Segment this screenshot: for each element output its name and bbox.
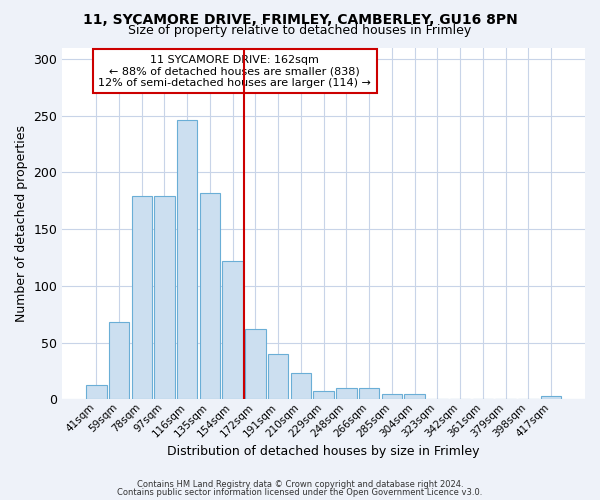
- Text: 11 SYCAMORE DRIVE: 162sqm
← 88% of detached houses are smaller (838)
12% of semi: 11 SYCAMORE DRIVE: 162sqm ← 88% of detac…: [98, 54, 371, 88]
- Bar: [245, 329, 266, 400]
- Bar: [86, 384, 107, 400]
- Text: Size of property relative to detached houses in Frimley: Size of property relative to detached ho…: [128, 24, 472, 37]
- Text: Contains public sector information licensed under the Open Government Licence v3: Contains public sector information licen…: [118, 488, 482, 497]
- Bar: [131, 196, 152, 400]
- Text: 11, SYCAMORE DRIVE, FRIMLEY, CAMBERLEY, GU16 8PN: 11, SYCAMORE DRIVE, FRIMLEY, CAMBERLEY, …: [83, 12, 517, 26]
- Bar: [177, 120, 197, 400]
- Bar: [541, 396, 561, 400]
- Bar: [336, 388, 356, 400]
- Bar: [313, 392, 334, 400]
- Bar: [382, 394, 402, 400]
- Bar: [109, 322, 129, 400]
- Bar: [268, 354, 289, 400]
- Bar: [290, 373, 311, 400]
- Bar: [154, 196, 175, 400]
- Bar: [404, 394, 425, 400]
- Bar: [223, 261, 243, 400]
- Bar: [200, 193, 220, 400]
- Y-axis label: Number of detached properties: Number of detached properties: [15, 125, 28, 322]
- Bar: [359, 388, 379, 400]
- X-axis label: Distribution of detached houses by size in Frimley: Distribution of detached houses by size …: [167, 444, 480, 458]
- Text: Contains HM Land Registry data © Crown copyright and database right 2024.: Contains HM Land Registry data © Crown c…: [137, 480, 463, 489]
